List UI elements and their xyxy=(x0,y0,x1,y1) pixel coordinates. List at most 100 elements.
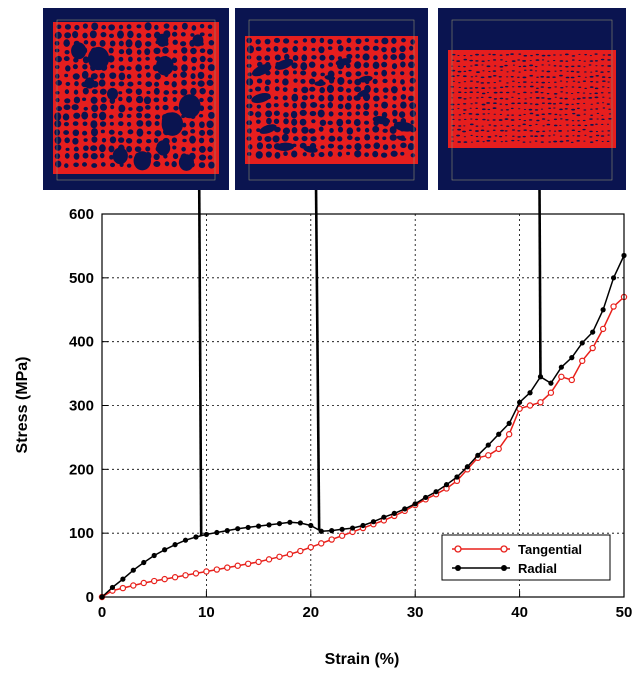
x-tick-label: 10 xyxy=(198,604,215,621)
micrograph-cell-pore xyxy=(608,76,611,79)
y-tick-label: 100 xyxy=(69,525,94,542)
micrograph-cell-pore xyxy=(283,102,289,108)
data-point-radial xyxy=(329,528,335,534)
micrograph-cell-pore xyxy=(505,98,509,100)
micrograph-cell-pore xyxy=(118,65,125,72)
micrograph-cell-pore xyxy=(457,103,460,105)
micrograph-cell-pore xyxy=(354,150,362,158)
micrograph-cell-pore xyxy=(154,72,161,80)
micrograph-cell-pore xyxy=(530,54,533,57)
micrograph-cell-pore xyxy=(163,23,170,29)
micrograph-cell-pore xyxy=(608,113,612,115)
micrograph-cell-pore xyxy=(583,102,586,104)
micrograph-cell-pore xyxy=(197,71,205,80)
micrograph-cell-pore xyxy=(310,101,318,108)
micrograph-cell-pore xyxy=(382,54,388,60)
micrograph-cell-pore xyxy=(101,25,107,30)
micrograph-cell-pore xyxy=(146,139,152,144)
data-point-radial xyxy=(402,506,408,512)
micrograph-cell-pore xyxy=(136,33,142,39)
micrograph-cell-pore xyxy=(62,113,70,121)
micrograph-cell-pore xyxy=(541,59,545,61)
micrograph-cell-pore xyxy=(547,86,552,89)
micrograph-cell-pore xyxy=(64,153,70,159)
micrograph-cell-pore xyxy=(584,54,588,56)
data-point-radial xyxy=(224,528,230,534)
micrograph-cell-pore xyxy=(117,30,124,39)
micrograph-cell-pore xyxy=(578,86,582,88)
micrograph-cell-pore xyxy=(504,118,509,120)
micrograph-cell-pore xyxy=(82,56,90,64)
micrograph-cell-pore xyxy=(108,129,115,135)
micrograph-cell-pore xyxy=(74,81,79,87)
micrograph-cell-pore xyxy=(577,65,581,67)
micrograph-cell-pore xyxy=(600,135,605,137)
micrograph-cell-pore xyxy=(173,105,179,111)
data-point-radial xyxy=(423,494,429,501)
micrograph-cell-pore xyxy=(552,60,556,62)
micrograph-cell-pore xyxy=(584,87,587,89)
micrograph-cell-pore xyxy=(571,59,575,61)
micrograph-cell-pore xyxy=(90,145,98,152)
micrograph-cell-pore xyxy=(504,130,508,132)
micrograph-cell-pore xyxy=(470,65,473,67)
micrograph-cell-pore xyxy=(589,86,594,88)
micrograph-cell-pore xyxy=(505,85,509,88)
micrograph-cell-pore xyxy=(63,104,71,111)
micrograph-cell-pore xyxy=(499,97,504,100)
micrograph-cell-pore xyxy=(511,60,516,62)
micrograph-cell-pore xyxy=(265,143,273,149)
micrograph-cell-pore xyxy=(64,32,72,39)
micrograph-cell-pore xyxy=(607,71,610,73)
micrograph-cell-pore xyxy=(500,141,504,143)
micrograph-cell-pore xyxy=(153,153,160,161)
data-point-radial xyxy=(579,340,585,346)
micrograph-cell-pore xyxy=(590,80,594,83)
micrograph-cell-pore xyxy=(256,142,264,150)
data-point-radial xyxy=(266,522,272,528)
micrograph-cell-pore xyxy=(247,144,253,150)
micrograph-cell-pore xyxy=(572,80,576,82)
micrograph-cell-pore xyxy=(108,145,115,153)
micrograph-cell-pore xyxy=(126,121,132,127)
micrograph-cell-pore xyxy=(596,102,600,104)
y-tick-label: 0 xyxy=(86,589,94,606)
data-point-radial xyxy=(276,520,283,527)
micrograph-cell-pore xyxy=(553,130,557,132)
micrograph-cell-pore xyxy=(576,107,580,110)
micrograph-cell-pore xyxy=(571,120,575,122)
micrograph-cell-pore xyxy=(145,72,151,78)
micrograph-cell-pore xyxy=(506,91,510,94)
micrograph-cell-pore xyxy=(337,45,344,52)
micrograph-cell-pore xyxy=(577,81,581,83)
micrograph-cell-pore xyxy=(282,78,289,86)
micrograph-cell-pore xyxy=(282,47,289,53)
micrograph-cell-pore xyxy=(390,46,397,53)
micrograph-cell-pore xyxy=(246,103,253,109)
data-point-radial xyxy=(443,482,450,488)
micrograph-cell-pore xyxy=(607,59,611,61)
micrograph-cell-pore xyxy=(173,49,178,54)
micrograph-cell-pore xyxy=(499,65,504,68)
data-point-tangential xyxy=(307,544,314,551)
micrograph-cell-pore xyxy=(577,124,581,127)
micrograph-cell-pore xyxy=(73,96,81,104)
data-point-radial xyxy=(381,514,387,520)
micrograph-cell-pore xyxy=(266,117,272,125)
micrograph-cell-pore xyxy=(602,107,606,109)
y-tick-label: 600 xyxy=(69,206,94,223)
micrograph-cell-pore xyxy=(553,140,558,143)
micrograph-cell-pore xyxy=(528,119,533,121)
micrograph-cell-pore xyxy=(301,86,309,94)
micrograph-cell-pore xyxy=(457,54,460,57)
micrograph-cell-pore xyxy=(63,56,70,62)
micrograph-cell-pore xyxy=(583,60,587,62)
micrograph-cell-pore xyxy=(247,128,252,134)
micrograph-cell-pore xyxy=(208,137,214,143)
micrograph-cell-pore xyxy=(273,118,280,125)
inset-pointer-line xyxy=(314,189,321,531)
micrograph-cell-pore xyxy=(542,130,546,132)
micrograph-cell-pore xyxy=(492,107,497,110)
micrograph-cell-pore xyxy=(373,71,379,76)
